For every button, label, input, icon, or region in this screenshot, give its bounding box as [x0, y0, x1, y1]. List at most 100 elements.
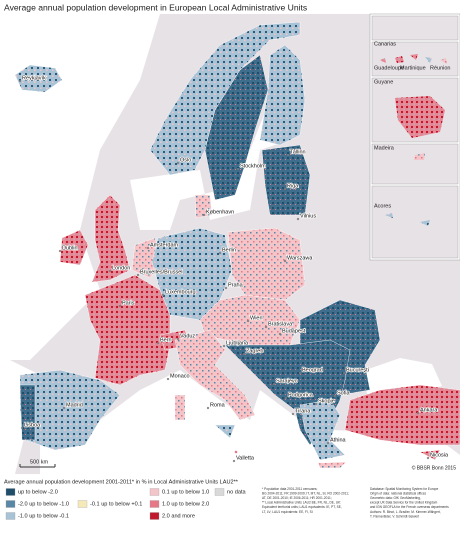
city-dot: [176, 337, 180, 341]
legend-swatch: [5, 500, 16, 508]
city-label: Sarajevo: [276, 378, 298, 384]
legend-swatch: [77, 500, 88, 508]
source-note: Origin of data: national statistical off…: [370, 491, 427, 495]
legend-swatch: [5, 512, 16, 520]
source-note: Geometric data: GfK GeoMarketing,: [370, 496, 421, 500]
city-dot: [18, 79, 22, 83]
city-dot: [136, 273, 140, 277]
city-dot: [314, 402, 318, 406]
legend-label: -2.0 up to below -1.0: [18, 501, 69, 507]
source-note: except UK Data Service for the United Ki…: [370, 501, 438, 505]
city-label: Amsterdam: [150, 242, 179, 248]
city-dot: [224, 286, 228, 290]
city-dot: [242, 352, 246, 356]
city-dot: [156, 341, 160, 345]
footnotes: * Population data 2001-2011 censuses;BG …: [262, 487, 449, 519]
city-label: Wien: [250, 315, 263, 321]
city-labels: Reykjavík Oslo Stockholm Tallinn Riga Københa…: [18, 75, 450, 463]
inset-label: Martinique: [400, 65, 426, 71]
city-dot: [222, 344, 226, 348]
city-dot: [20, 426, 24, 430]
city-dot: [298, 371, 302, 375]
city-label: Bratislava: [268, 321, 293, 327]
scale-label: 500 km: [30, 459, 48, 465]
legend-title: Average annual population development 20…: [4, 479, 239, 485]
city-label: Monaco: [170, 373, 190, 379]
city-label: Warszawa: [287, 255, 313, 261]
city-dot: [232, 459, 236, 463]
city-label: Berlin: [222, 247, 236, 253]
scale-bar: [19, 464, 56, 468]
footnote: * Population data 2001-2011 censuses;: [262, 487, 318, 491]
legend-swatch: [149, 512, 160, 520]
inset-label: Réunion: [430, 65, 451, 71]
city-label: Luxembourg: [165, 289, 196, 295]
legend-swatch: [214, 488, 225, 496]
city-dot: [283, 259, 287, 263]
legend-label: up to below -2.0: [18, 489, 58, 495]
city-label: Lisboa: [24, 422, 41, 428]
source-note: Authors: R. Binot, L. Bradler, M. Kimmer…: [370, 510, 441, 514]
city-label: Oslo: [180, 157, 191, 163]
city-label: Sofia: [337, 390, 350, 396]
city-dot: [326, 441, 330, 445]
city-dot: [342, 371, 346, 375]
legend-label: 2.0 and more: [162, 513, 195, 519]
inset-label: Guyane: [374, 79, 393, 85]
footnote: Equivalent territorial units; LAU1 equiv…: [262, 505, 342, 509]
city-dot: [278, 332, 282, 336]
legend-label: -1.0 up to below -0.1: [18, 513, 69, 519]
city-label: Stockholm: [240, 163, 266, 169]
city-label: Dublin: [62, 245, 78, 251]
city-label: Vilnius: [300, 213, 316, 219]
city-label: Paris: [122, 300, 135, 306]
city-label: Madrid: [66, 402, 83, 408]
footnote: AT, DE 2001-2010; IE 2006-2011; HR 2001-…: [262, 496, 332, 500]
legend-swatch: [5, 488, 16, 496]
city-label: Ljubljana: [226, 340, 249, 346]
city-dot: [206, 406, 210, 410]
city-label: København: [206, 209, 234, 215]
city-label: Bern: [160, 337, 172, 343]
city-dot: [118, 304, 122, 308]
city-label: Budapest: [282, 328, 306, 334]
city-label: Roma: [210, 402, 226, 408]
city-dot: [286, 153, 290, 157]
city-label: Podgorica: [288, 392, 314, 398]
city-label: Beograd: [302, 367, 323, 373]
inset-shapes: [380, 54, 447, 226]
city-dot: [284, 396, 288, 400]
city-dot: [146, 246, 150, 250]
city-dot: [58, 249, 62, 253]
footnote: BG 2004-2011; FR 1999-2009; IT, MT, NL, …: [262, 491, 349, 495]
legend-swatch: [149, 500, 160, 508]
source-note: T. Pannerälder, V. Schmidt-Seiwert: [370, 514, 419, 518]
legend: up to below -2.0 -2.0 up to below -1.0 -1.…: [5, 488, 247, 520]
city-dot: [264, 325, 268, 329]
city-dot: [166, 377, 170, 381]
city-dot: [296, 217, 300, 221]
city-label: Tirana: [295, 408, 311, 414]
city-dot: [218, 251, 222, 255]
city-dot: [426, 456, 430, 460]
city-label: Vaduz: [180, 333, 195, 339]
city-label: Athina: [330, 437, 347, 443]
legend-label: 0.1 up to below 1.0: [162, 489, 209, 495]
source-note: and IGN GEOFLA for the French overseas d…: [370, 505, 449, 509]
city-label: London: [112, 265, 130, 271]
copyright: © BBSR Bonn 2015: [412, 464, 456, 471]
inset-label: Madeira: [374, 145, 395, 151]
city-label: Tallinn: [290, 149, 306, 155]
lau-regions: [14, 21, 460, 469]
city-dot: [416, 411, 420, 415]
city-label: Praha: [228, 282, 244, 288]
city-label: București: [346, 367, 369, 373]
legend-label: -0.1 up to below +0.1: [90, 501, 142, 507]
inset-label: Acores: [374, 203, 391, 209]
city-dot: [202, 213, 206, 217]
city-label: Skopje: [318, 398, 335, 404]
city-dot: [272, 382, 276, 386]
city-dot: [176, 161, 180, 165]
city-label: Reykjavík: [22, 75, 46, 81]
